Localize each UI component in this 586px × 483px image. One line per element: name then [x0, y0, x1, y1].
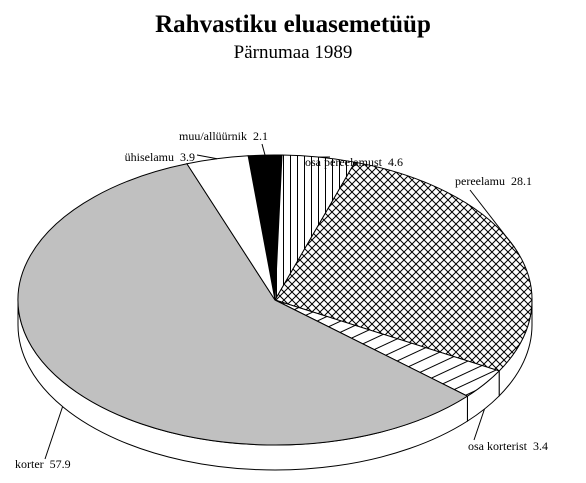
- leader-line: [261, 143, 266, 156]
- slice-label: osa korterist 3.4: [468, 439, 548, 453]
- slice-value: 3.9: [180, 150, 195, 164]
- slice-name: pereelamu: [455, 174, 505, 188]
- slice-value: 57.9: [50, 457, 71, 471]
- chart-title: Rahvastiku eluasemetüüp: [155, 11, 431, 38]
- slice-name: osa pereelamust: [305, 155, 383, 169]
- slice-label: pereelamu 28.1: [455, 174, 532, 188]
- slice-value: 28.1: [511, 174, 532, 188]
- leader-line: [196, 154, 218, 160]
- slice-label: muu/allüürnik 2.1: [179, 129, 268, 143]
- slice-value: 4.6: [388, 155, 403, 169]
- slice-name: korter: [15, 457, 44, 471]
- slice-value: 3.4: [533, 439, 548, 453]
- slice-name: ühiselamu: [125, 150, 174, 164]
- slice-value: 2.1: [253, 129, 268, 143]
- slice-name: osa korterist: [468, 439, 528, 453]
- chart-subtitle: Pärnumaa 1989: [234, 42, 353, 63]
- slice-label: osa pereelamust 4.6: [305, 155, 403, 169]
- slice-name: muu/allüürnik: [179, 129, 247, 143]
- leader-line: [469, 189, 515, 248]
- pie-slice: [17, 163, 469, 446]
- slice-label: korter 57.9: [15, 457, 71, 471]
- leader-line: [44, 406, 64, 460]
- slice-label: ühiselamu 3.9: [125, 150, 195, 164]
- leader-line: [473, 408, 485, 441]
- pie-slice: [186, 155, 276, 301]
